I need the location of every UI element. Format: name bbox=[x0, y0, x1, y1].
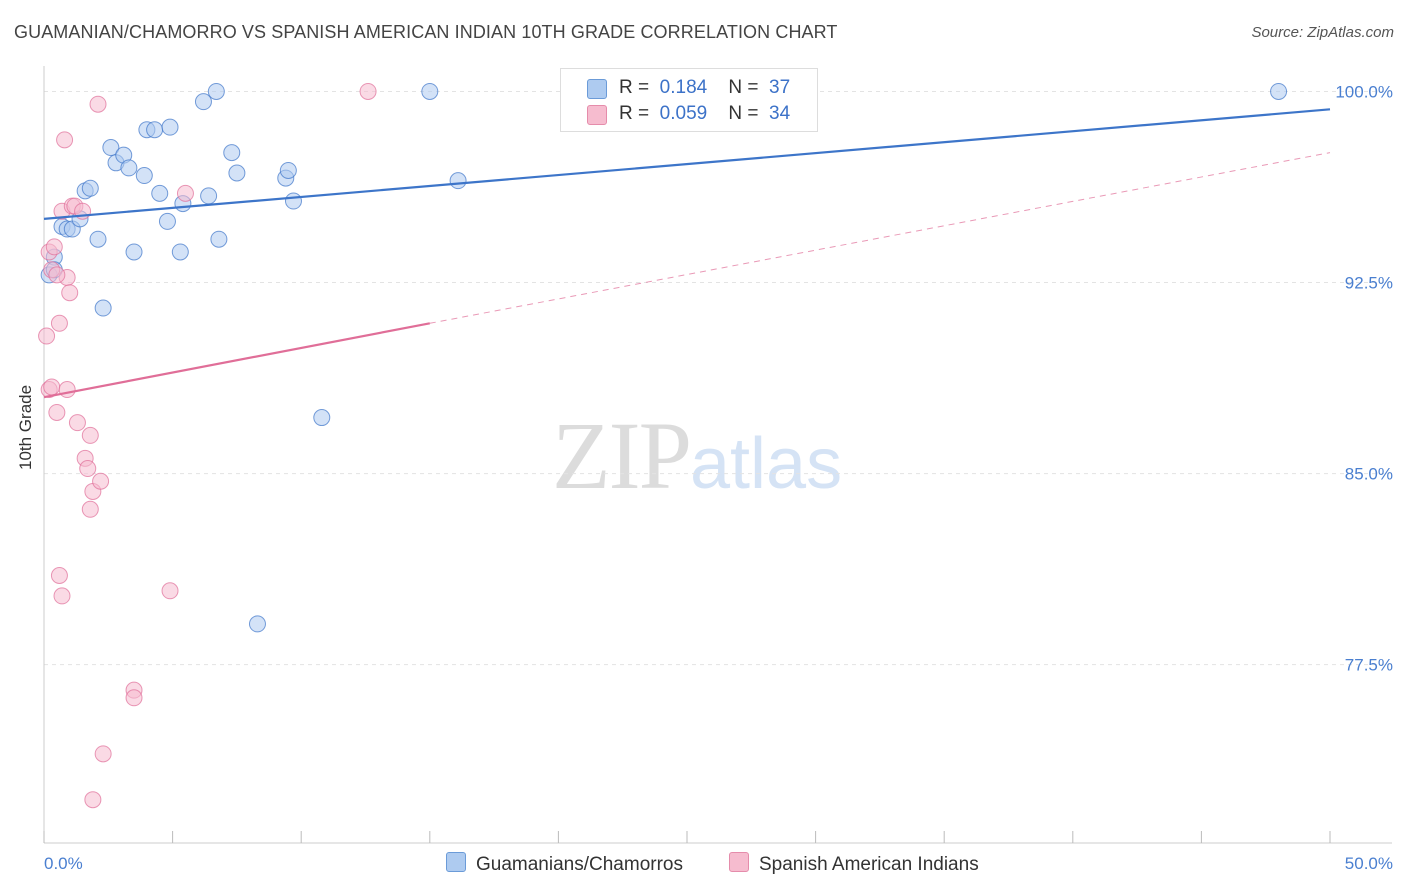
legend-swatch-pink bbox=[587, 105, 607, 125]
legend-swatch-blue bbox=[587, 79, 607, 99]
legend-item-spanish-american-indians: Spanish American Indians bbox=[729, 852, 979, 876]
data-point bbox=[125, 689, 143, 707]
data-point bbox=[284, 192, 302, 210]
legend-swatch-blue bbox=[446, 852, 466, 872]
source-label: Source: ZipAtlas.com bbox=[1251, 24, 1394, 41]
y-tick-label: 100.0% bbox=[1335, 82, 1393, 101]
data-point bbox=[53, 587, 71, 605]
data-point bbox=[81, 179, 99, 197]
chart-title: GUAMANIAN/CHAMORRO VS SPANISH AMERICAN I… bbox=[14, 22, 838, 42]
n-value: 37 bbox=[769, 77, 791, 98]
data-point bbox=[228, 164, 246, 182]
data-point bbox=[135, 167, 153, 185]
data-point bbox=[176, 184, 194, 202]
data-point bbox=[81, 500, 99, 518]
r-value: 0.184 bbox=[659, 77, 708, 98]
data-point bbox=[194, 93, 212, 111]
legend-item-guamanians: Guamanians/Chamorros bbox=[446, 852, 683, 876]
n-value: 34 bbox=[769, 103, 791, 124]
trend-line bbox=[43, 108, 1331, 220]
legend-label: Guamanians/Chamorros bbox=[476, 854, 683, 875]
x-tick-label: 0.0% bbox=[44, 854, 83, 873]
data-point bbox=[171, 243, 189, 261]
data-point bbox=[58, 381, 76, 399]
data-point bbox=[68, 414, 86, 432]
legend-swatch-pink bbox=[729, 852, 749, 872]
data-point bbox=[158, 212, 176, 230]
data-point bbox=[207, 82, 225, 100]
data-point bbox=[48, 266, 66, 284]
data-point bbox=[125, 243, 143, 261]
correlation-legend: R = 0.184 N = 37 R = 0.059 N = 34 bbox=[560, 68, 818, 132]
data-point bbox=[89, 95, 107, 113]
data-point bbox=[50, 314, 68, 332]
y-tick-label: 77.5% bbox=[1345, 656, 1393, 675]
data-point bbox=[210, 230, 228, 248]
data-point bbox=[94, 745, 112, 763]
data-point bbox=[146, 121, 164, 139]
data-point bbox=[359, 82, 377, 100]
data-point bbox=[61, 284, 79, 302]
data-point bbox=[248, 615, 266, 633]
data-point bbox=[1270, 82, 1288, 100]
watermark-atlas: atlas bbox=[690, 424, 843, 504]
data-point bbox=[92, 472, 110, 490]
data-point bbox=[449, 172, 467, 190]
data-point bbox=[38, 327, 56, 345]
data-point bbox=[102, 139, 120, 157]
r-label: R = bbox=[619, 77, 650, 98]
data-point bbox=[313, 409, 331, 427]
watermark: ZIPatlas bbox=[552, 400, 842, 511]
r-label: R = bbox=[619, 103, 650, 124]
x-tick-label: 50.0% bbox=[1345, 854, 1393, 873]
data-point bbox=[45, 238, 63, 256]
r-value: 0.059 bbox=[659, 103, 708, 124]
data-point bbox=[94, 299, 112, 317]
data-point bbox=[161, 582, 179, 600]
n-label: N = bbox=[728, 77, 759, 98]
data-point bbox=[81, 426, 99, 444]
data-point bbox=[223, 144, 241, 162]
data-point bbox=[48, 403, 66, 421]
data-point bbox=[120, 159, 138, 177]
data-point bbox=[279, 161, 297, 179]
trend-line-extension bbox=[429, 152, 1331, 324]
data-point bbox=[43, 378, 61, 396]
data-point bbox=[50, 567, 68, 585]
y-tick-label: 85.0% bbox=[1345, 465, 1393, 484]
y-axis-label: 10th Grade bbox=[16, 384, 35, 470]
data-point bbox=[421, 82, 439, 100]
data-point bbox=[161, 118, 179, 136]
data-point bbox=[89, 230, 107, 248]
data-point bbox=[200, 187, 218, 205]
trend-line bbox=[43, 322, 431, 399]
data-point bbox=[84, 791, 102, 809]
data-point bbox=[56, 131, 74, 149]
data-point bbox=[151, 184, 169, 202]
watermark-zip: ZIP bbox=[552, 402, 692, 509]
legend-label: Spanish American Indians bbox=[759, 854, 979, 875]
y-tick-label: 92.5% bbox=[1345, 274, 1393, 293]
n-label: N = bbox=[728, 103, 759, 124]
data-point bbox=[79, 460, 97, 478]
